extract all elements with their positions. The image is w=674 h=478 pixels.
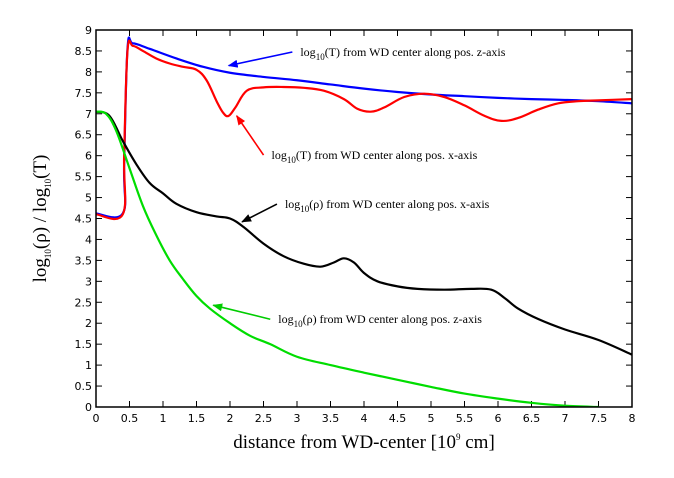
y-tick-label: 8.5 [75, 45, 93, 58]
series-line-1 [96, 39, 632, 221]
series-line-3 [96, 110, 599, 407]
y-tick-label: 1 [85, 359, 92, 372]
axis-ticks [95, 29, 633, 408]
series-line-2 [96, 110, 632, 356]
y-tick-label: 6.5 [75, 129, 93, 142]
x-tick-label: 3.5 [322, 412, 340, 425]
annotation-arrow [236, 115, 265, 156]
plot-frame [95, 29, 633, 408]
y-tick-label: 5.5 [75, 171, 93, 184]
annotation-label: log10(T) from WD center along pos. z-axi… [300, 45, 505, 62]
annotation-arrow [227, 51, 293, 68]
y-tick-label: 3.5 [75, 254, 93, 267]
y-tick-label: 9 [85, 24, 92, 37]
annotation-label: log10(T) from WD center along pos. x-axi… [272, 148, 478, 165]
y-tick-label: 7.5 [75, 87, 93, 100]
x-tick-label: 0.5 [121, 412, 139, 425]
x-tick-label: 4 [361, 412, 368, 425]
x-tick-label: 4.5 [389, 412, 407, 425]
annotation-label: log10(ρ) from WD center along pos. z-axi… [278, 312, 482, 329]
y-tick-label: 8 [85, 66, 92, 79]
annotations: log10(T) from WD center along pos. z-axi… [212, 45, 506, 329]
x-tick-label: 6.5 [523, 412, 541, 425]
x-tick-label: 7.5 [590, 412, 608, 425]
y-tick-label: 0.5 [75, 380, 93, 393]
x-tick-label: 1 [160, 412, 167, 425]
y-tick-label: 0 [85, 401, 92, 414]
x-tick-label: 5 [428, 412, 435, 425]
x-tick-label: 6 [495, 412, 502, 425]
y-tick-label: 6 [85, 150, 92, 163]
x-tick-label: 8 [629, 412, 636, 425]
y-tick-label: 4 [85, 233, 92, 246]
x-tick-label: 1.5 [188, 412, 206, 425]
y-tick-label: 1.5 [75, 338, 93, 351]
data-lines [96, 36, 632, 407]
x-tick-label: 3 [294, 412, 301, 425]
y-axis-title: log10(ρ) / log10(T) [30, 155, 53, 283]
y-tick-label: 4.5 [75, 213, 93, 226]
x-tick-label: 0 [93, 412, 100, 425]
x-axis-title: distance from WD-center [109 cm] [233, 432, 495, 453]
x-tick-label: 7 [562, 412, 569, 425]
annotation-arrow [241, 203, 278, 223]
annotation-arrow [212, 303, 271, 320]
y-tick-label: 2 [85, 317, 92, 330]
y-tick-label: 3 [85, 275, 92, 288]
x-tick-label: 5.5 [456, 412, 474, 425]
y-tick-labels: 0 0.5 1 1.5 2 2.5 3 3.5 4 4.5 5 5.5 6 6.5 7 7.5 8 8.5 9 [75, 24, 93, 414]
y-tick-label: 5 [85, 192, 92, 205]
annotation-label: log10(ρ) from WD center along pos. x-axi… [285, 197, 490, 214]
x-tick-label: 2 [227, 412, 234, 425]
x-tick-labels: 0 0.5 1 1.5 2 2.5 3 3.5 4 4.5 5 5.5 6 6.5 7 7.5 8 [93, 412, 636, 425]
x-tick-label: 2.5 [255, 412, 273, 425]
y-tick-label: 7 [85, 108, 92, 121]
y-tick-label: 2.5 [75, 296, 93, 309]
